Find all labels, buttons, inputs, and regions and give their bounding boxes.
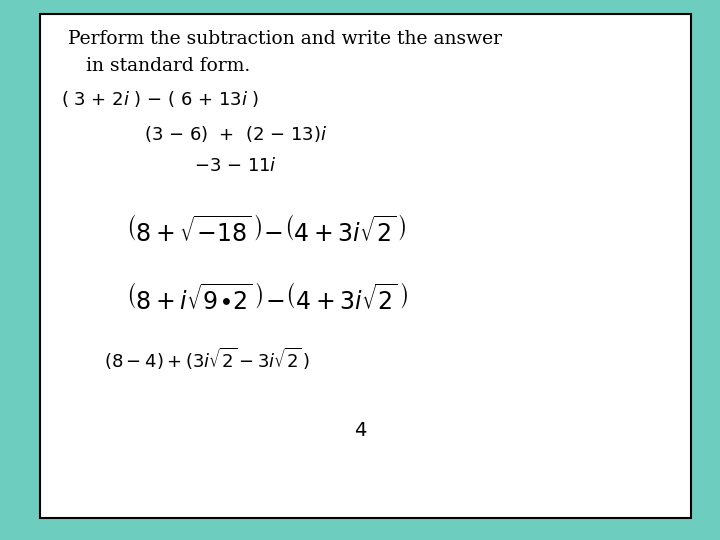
Text: (3 $-$ 6)  +  (2 $-$ 13)$i$: (3 $-$ 6) + (2 $-$ 13)$i$ xyxy=(144,124,328,144)
Text: ( 3 + 2$i$ ) $-$ ( 6 + 13$i$ ): ( 3 + 2$i$ ) $-$ ( 6 + 13$i$ ) xyxy=(61,89,259,109)
Text: in standard form.: in standard form. xyxy=(86,57,251,75)
FancyBboxPatch shape xyxy=(40,14,691,518)
Text: Perform the subtraction and write the answer: Perform the subtraction and write the an… xyxy=(68,30,503,48)
Text: $\left(8+\sqrt{-18}\,\right)\!-\!\left(4+3i\sqrt{2}\,\right)$: $\left(8+\sqrt{-18}\,\right)\!-\!\left(4… xyxy=(126,216,407,247)
Text: $\left(8+i\sqrt{9{\bullet}2}\,\right)\!-\!\left(4+3i\sqrt{2}\,\right)$: $\left(8+i\sqrt{9{\bullet}2}\,\right)\!-… xyxy=(126,284,408,315)
Text: $(8-4)+(3i\sqrt{2}-3i\sqrt{2}\,)$: $(8-4)+(3i\sqrt{2}-3i\sqrt{2}\,)$ xyxy=(104,346,311,372)
Text: $-$3 $-$ 11$i$: $-$3 $-$ 11$i$ xyxy=(194,157,277,174)
Text: 4: 4 xyxy=(354,421,366,440)
